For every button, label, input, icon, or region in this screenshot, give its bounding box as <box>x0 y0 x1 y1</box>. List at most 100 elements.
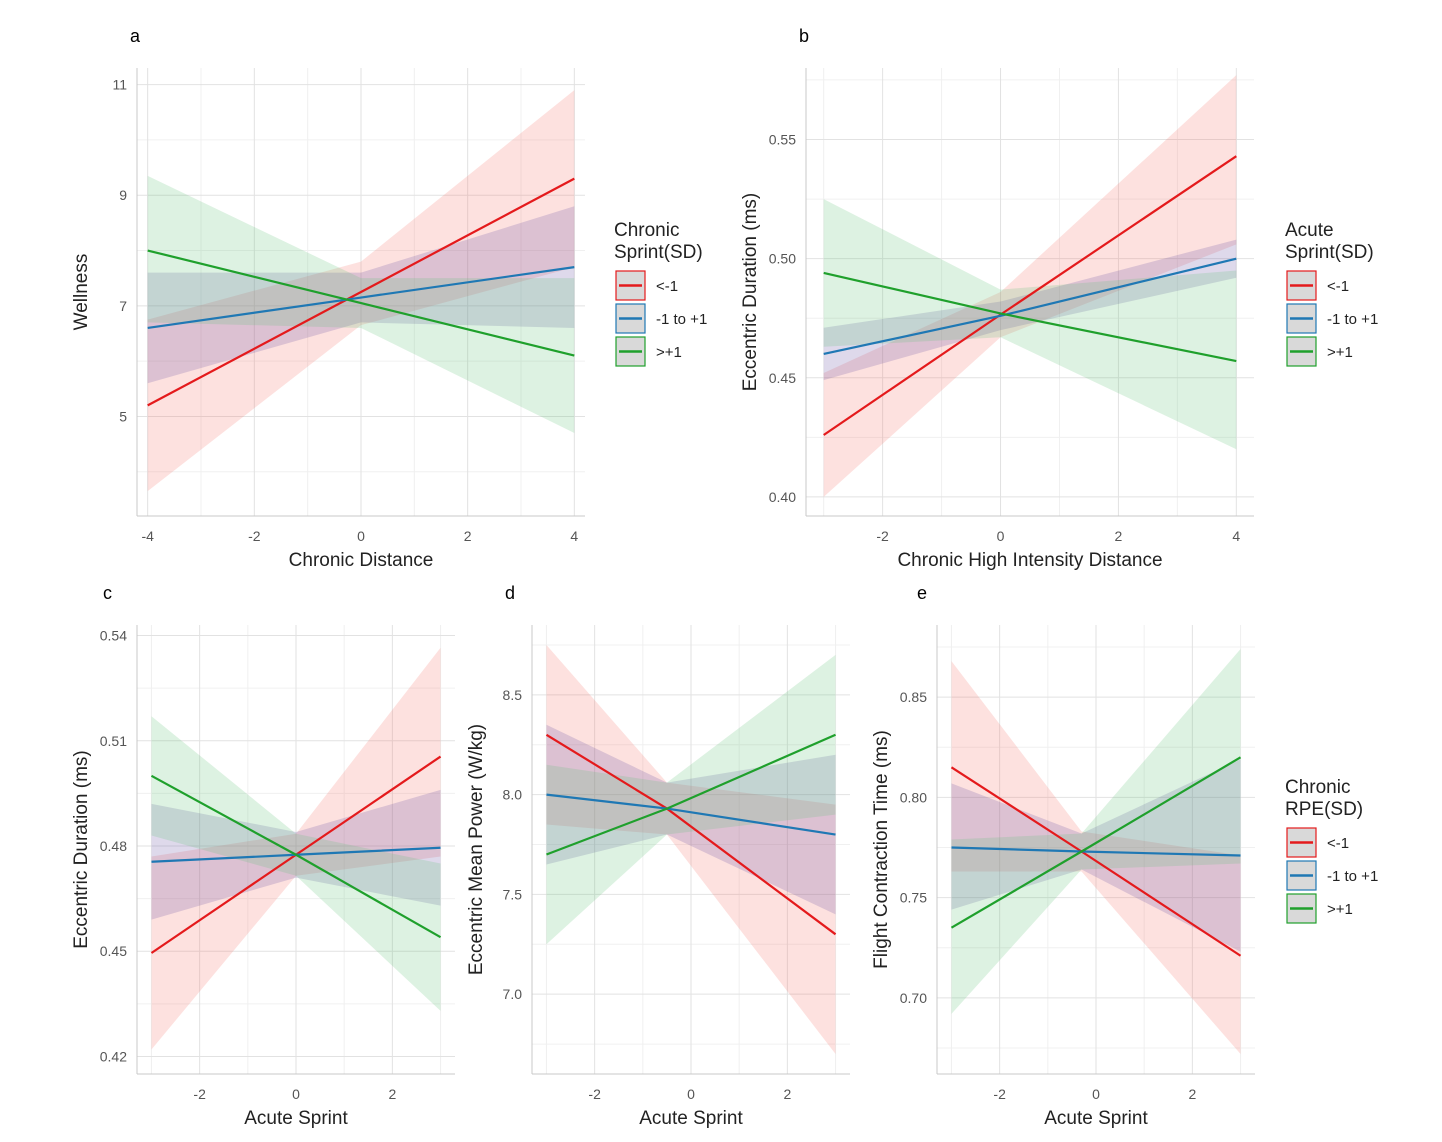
x-tick-label: -2 <box>876 528 889 544</box>
y-tick-label: 0.45 <box>769 370 796 386</box>
legend-key-<-1: <-1 <box>1286 270 1349 301</box>
y-tick-label: 0.75 <box>900 890 927 906</box>
ribbon--1 to +1 <box>951 759 1241 952</box>
y-tick-label: 0.80 <box>900 789 927 805</box>
y-axis-title: Eccentric Duration (ms) <box>740 193 761 392</box>
panel-b: b -2 0 2 4 0.40 0.45 0.50 0.55 Chronic High Inten… <box>740 26 1378 571</box>
x-tick-label: 0 <box>357 528 365 544</box>
ribbon--1 to +1 <box>823 239 1237 381</box>
y-tick-label: 7 <box>119 298 127 314</box>
x-tick-label: 0 <box>997 528 1005 544</box>
gridlines <box>806 68 1254 516</box>
x-tick-label: -4 <box>141 528 154 544</box>
x-tick-label: 2 <box>783 1086 791 1102</box>
legend-title: Sprint(SD) <box>614 242 703 263</box>
series-line->+1 <box>546 733 836 856</box>
series-line-<-1 <box>147 177 575 407</box>
series-line->+1 <box>147 249 575 357</box>
legend-key-<-1: <-1 <box>1286 827 1349 858</box>
y-axis-title: Eccentric Mean Power (W/kg) <box>466 724 487 975</box>
legend-key--1 to +1: -1 to +1 <box>615 303 707 334</box>
y-tick-label: 0.55 <box>769 131 796 147</box>
y-tick-label: 0.50 <box>769 251 796 267</box>
legend-label: <-1 <box>1327 835 1349 852</box>
y-tick-label: 0.40 <box>769 489 796 505</box>
y-tick-label: 7.0 <box>503 986 523 1002</box>
y-tick-label: 0.54 <box>100 628 127 644</box>
y-tick-label: 11 <box>112 77 127 93</box>
series-line->+1 <box>150 774 442 939</box>
legend-label: >+1 <box>1327 344 1353 361</box>
series-line--1 to +1 <box>823 257 1237 356</box>
y-tick-label: 8.0 <box>503 787 523 803</box>
ribbon--1 to +1 <box>147 206 575 384</box>
legend-title: RPE(SD) <box>1285 799 1363 820</box>
y-tick-label: 0.42 <box>100 1048 127 1064</box>
legend-key--1 to +1: -1 to +1 <box>1286 303 1378 334</box>
x-axis-title: Acute Sprint <box>244 1108 348 1129</box>
x-tick-label: -2 <box>193 1086 206 1102</box>
ribbon-<-1 <box>147 90 575 492</box>
ribbon-<-1 <box>951 661 1241 1054</box>
x-tick-label: 0 <box>292 1086 300 1102</box>
x-tick-label: 2 <box>464 528 472 544</box>
legend-label: >+1 <box>656 344 682 361</box>
x-axis-title: Acute Sprint <box>639 1108 743 1129</box>
x-tick-label: 2 <box>388 1086 396 1102</box>
x-axis-title: Chronic High Intensity Distance <box>897 550 1162 571</box>
x-axis-title: Chronic Distance <box>289 550 434 571</box>
y-axis-title: Flight Contraction Time (ms) <box>871 730 892 969</box>
panel-label: d <box>505 583 515 603</box>
x-tick-label: -2 <box>248 528 261 544</box>
panel-d: d -2 0 2 7.0 7.5 8.0 8.5 Acute Sprint Eccentric M… <box>466 583 850 1129</box>
x-tick-label: 4 <box>570 528 578 544</box>
series-line-<-1 <box>823 155 1237 436</box>
y-tick-label: 7.5 <box>503 886 523 902</box>
series-line->+1 <box>950 756 1242 929</box>
series-line->+1 <box>823 271 1237 363</box>
legend-label: <-1 <box>1327 278 1349 295</box>
legend-label: >+1 <box>1327 901 1353 918</box>
series-line--1 to +1 <box>147 266 575 330</box>
ribbon-<-1 <box>546 644 836 1055</box>
ribbon->+1 <box>951 649 1241 1014</box>
legend-key->+1: >+1 <box>1286 893 1353 924</box>
gridlines <box>137 625 455 1074</box>
legend-label: <-1 <box>656 278 678 295</box>
legend-title: Chronic <box>1285 777 1350 798</box>
legend-title: Sprint(SD) <box>1285 242 1374 263</box>
legend-label: -1 to +1 <box>656 311 707 328</box>
ribbon--1 to +1 <box>546 724 836 915</box>
panel-label: c <box>103 583 112 603</box>
y-tick-label: 8.5 <box>503 687 523 703</box>
y-axis-title: Wellness <box>71 254 92 331</box>
ribbon-<-1 <box>151 647 441 1050</box>
legend-key->+1: >+1 <box>1286 336 1353 367</box>
y-tick-label: 0.51 <box>100 733 127 749</box>
legend-title: Chronic <box>614 220 679 241</box>
y-axis-title: Eccentric Duration (ms) <box>71 750 92 949</box>
legend-label: -1 to +1 <box>1327 868 1378 885</box>
ribbon->+1 <box>823 199 1237 450</box>
gridlines <box>137 68 585 516</box>
panel-a: a -4 -2 0 2 4 5 7 9 11 Chronic Distance Wellness Chr… <box>71 26 707 571</box>
ribbon->+1 <box>147 175 575 434</box>
y-tick-label: 0.48 <box>100 838 127 854</box>
y-tick-label: 0.85 <box>900 689 927 705</box>
legend-key--1 to +1: -1 to +1 <box>1286 860 1378 891</box>
ribbon->+1 <box>546 654 836 945</box>
x-tick-label: -2 <box>993 1086 1006 1102</box>
legend-label: -1 to +1 <box>1327 311 1378 328</box>
panel-label: b <box>799 26 809 46</box>
x-tick-label: 4 <box>1232 528 1240 544</box>
legend-key-<-1: <-1 <box>615 270 678 301</box>
y-tick-label: 5 <box>119 408 127 424</box>
panel-label: a <box>130 26 141 46</box>
x-tick-label: 2 <box>1115 528 1123 544</box>
legend-title: Acute <box>1285 220 1334 241</box>
x-tick-label: 2 <box>1188 1086 1196 1102</box>
panel-c: c -2 0 2 0.42 0.45 0.48 0.51 0.54 Acute Sprint Ecc… <box>71 583 455 1129</box>
